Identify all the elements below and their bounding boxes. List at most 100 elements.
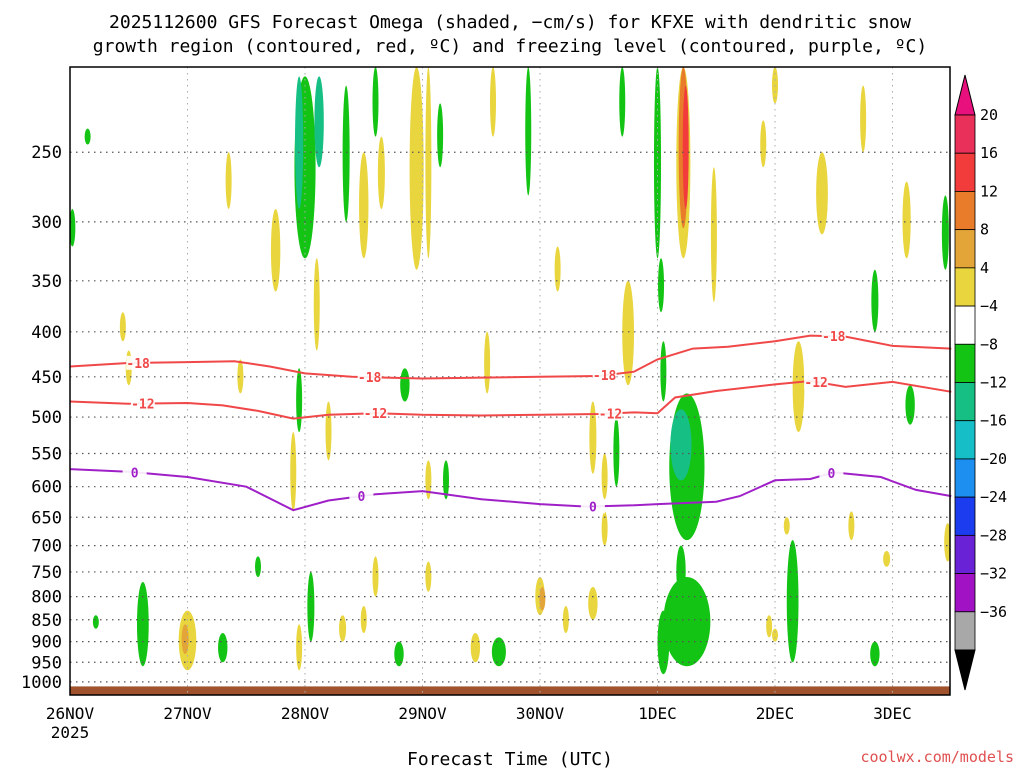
- colorbar-bottom-arrow: [954, 649, 976, 691]
- x-tick-label-3DEC: 3DEC: [873, 704, 912, 723]
- omega-cell-76: [941, 195, 949, 270]
- omega-cell-61: [588, 586, 598, 620]
- omega-cell-4: [359, 152, 369, 259]
- omega-cell-66: [772, 628, 778, 642]
- colorbar-label-12: −32: [980, 565, 1007, 583]
- contour-label-bg: [592, 368, 617, 383]
- contour-label-bg: [130, 396, 155, 411]
- omega-cell-11: [409, 67, 424, 270]
- omega-cell-38: [325, 401, 332, 461]
- omega-cell-28: [622, 280, 634, 386]
- omega-cell-18: [490, 67, 496, 137]
- y-tick-label-450: 450: [31, 368, 62, 388]
- omega-cell-34: [613, 417, 620, 487]
- omega-cell-35: [601, 453, 608, 500]
- y-tick-label-400: 400: [31, 323, 62, 343]
- colorbar-segment-2: [954, 191, 976, 231]
- contour-label-0: 0: [827, 467, 835, 482]
- colorbar-top-arrow: [954, 74, 976, 116]
- contour-label--18: -18: [126, 357, 150, 372]
- x-axis-label: Forecast Time (UTC): [407, 749, 613, 768]
- omega-cell-41: [657, 610, 670, 675]
- omega-cell-21: [619, 67, 626, 137]
- contour-label--18: -18: [822, 330, 846, 345]
- grid-lines: [70, 67, 950, 695]
- omega-cell-73: [860, 85, 867, 153]
- y-tick-label-950: 950: [31, 653, 62, 673]
- colorbar-label-11: −28: [980, 526, 1007, 544]
- contour-label--12: -12: [364, 407, 387, 422]
- contour-label-bg: [126, 355, 151, 370]
- colorbar-label-2: 12: [980, 182, 998, 200]
- y-tick-label-600: 600: [31, 478, 62, 498]
- y-axis-pressure: 2503003504004505005506006507007508008509…: [21, 143, 62, 693]
- omega-cell-67: [870, 641, 880, 667]
- omega-cell-57: [491, 637, 506, 667]
- colorbar-label-8: −16: [980, 412, 1007, 430]
- omega-cell-23: [658, 258, 665, 313]
- colorbar-segment-3: [954, 229, 976, 269]
- x-tick-label-27NOV: 27NOV: [163, 704, 212, 723]
- omega-cell-47: [218, 633, 228, 663]
- x-tick-year: 2025: [51, 723, 90, 742]
- omega-cell-54: [394, 641, 404, 667]
- omega-cell-31: [678, 424, 689, 468]
- contour-label--12: -12: [599, 407, 622, 422]
- colorbar-segment-7: [954, 382, 976, 422]
- omega-cell-75: [902, 181, 911, 259]
- omega-cell-53: [372, 556, 379, 597]
- colorbar-label-9: −20: [980, 450, 1007, 468]
- contour-label-bg: [819, 466, 844, 481]
- colorbar-label-5: −4: [980, 297, 998, 315]
- chart-title-line1: 2025112600 GFS Forecast Omega (shaded, −…: [109, 12, 911, 33]
- y-tick-label-500: 500: [31, 408, 62, 428]
- colorbar-segment-6: [954, 343, 976, 383]
- omega-cell-13: [372, 67, 379, 137]
- omega-cell-70: [848, 511, 855, 541]
- contour-line-0: [69, 468, 952, 512]
- contour-label-bg: [598, 406, 623, 421]
- x-tick-label-28NOV: 28NOV: [281, 704, 330, 723]
- colorbar-label-6: −8: [980, 335, 998, 353]
- y-tick-label-750: 750: [31, 563, 62, 583]
- colorbar-label-4: 4: [980, 259, 989, 277]
- omega-cell-26: [682, 85, 689, 209]
- omega-cell-60: [562, 606, 569, 634]
- colorbar-segment-11: [954, 534, 976, 574]
- omega-cell-3: [342, 85, 350, 222]
- temperature-contours: -18 -18 -18 -18 -12 -12 -12 -12 0 0 0 0: [69, 329, 952, 515]
- omega-cell-64: [783, 517, 790, 535]
- omega-cell-71: [792, 341, 805, 433]
- y-tick-label-300: 300: [31, 213, 62, 233]
- omega-cell-17: [525, 67, 532, 196]
- colorbar-segment-4: [954, 267, 976, 307]
- y-tick-label-1000: 1000: [21, 673, 62, 693]
- omega-cell-63: [786, 540, 799, 663]
- contour-label-bg: [363, 406, 388, 421]
- x-tick-label-26NOV: 26NOV: [46, 704, 95, 723]
- colorbar-segment-9: [954, 458, 976, 498]
- contour-label-bg: [349, 489, 374, 504]
- colorbar-label-10: −24: [980, 488, 1007, 506]
- contour-label-bg: [580, 499, 605, 514]
- omega-cell-1: [295, 76, 304, 209]
- omega-cell-44: [92, 615, 99, 629]
- colorbar-segment-8: [954, 420, 976, 460]
- contour-label--12: -12: [804, 376, 827, 391]
- omega-cell-77: [905, 385, 915, 425]
- omega-cell-22: [653, 67, 662, 259]
- omega-cell-50: [307, 571, 315, 642]
- omega-cell-6: [313, 258, 320, 351]
- omega-cell-14: [437, 103, 444, 168]
- contour-line--18: [69, 334, 952, 380]
- colorbar-segment-13: [954, 611, 976, 651]
- colorbar-label-7: −12: [980, 374, 1007, 392]
- omega-cell-65: [766, 615, 773, 638]
- source-credit[interactable]: coolwx.com/models: [860, 748, 1014, 766]
- contour-label--18: -18: [358, 371, 382, 386]
- colorbar-legend: 20 16 12 8 4 −4 −8 −12 −16 −20 −24 −28 −32 −36: [954, 74, 1007, 691]
- omega-cell-33: [589, 401, 597, 474]
- omega-cell-62: [601, 511, 608, 546]
- colorbar-segment-10: [954, 496, 976, 536]
